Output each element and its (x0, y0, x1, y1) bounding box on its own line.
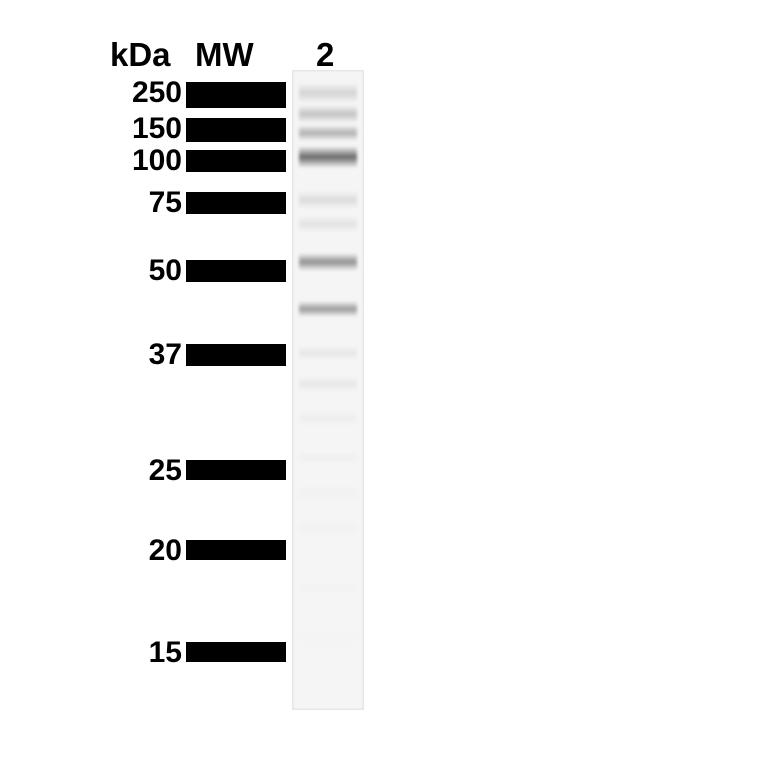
header-kda: kDa (110, 36, 171, 74)
sample-band (299, 83, 357, 103)
sample-band (299, 216, 357, 232)
mw-band-150 (186, 118, 286, 142)
sample-band (299, 631, 357, 645)
sample-band (299, 146, 357, 168)
sample-band (299, 581, 357, 595)
header-mw-column: MW (195, 36, 254, 74)
kda-label-20: 20 (149, 534, 182, 568)
sample-band (299, 253, 357, 271)
sample-band (299, 346, 357, 360)
kda-label-150: 150 (132, 112, 182, 146)
mw-band-37 (186, 344, 286, 366)
mw-band-20 (186, 540, 286, 560)
sample-band (299, 125, 357, 141)
sample-lane-2 (292, 70, 364, 710)
sample-band (299, 301, 357, 317)
mw-band-15 (186, 642, 286, 662)
mw-band-75 (186, 192, 286, 214)
sample-band (299, 521, 357, 535)
kda-label-250: 250 (132, 76, 182, 110)
kda-label-100: 100 (132, 144, 182, 178)
header-lane-2: 2 (316, 36, 334, 74)
sample-band (299, 451, 357, 465)
sample-band (299, 191, 357, 209)
mw-band-25 (186, 460, 286, 480)
sample-band (299, 411, 357, 425)
kda-label-75: 75 (149, 186, 182, 220)
sample-band (299, 486, 357, 500)
kda-label-37: 37 (149, 338, 182, 372)
sample-band (299, 376, 357, 392)
mw-band-250 (186, 82, 286, 108)
kda-label-15: 15 (149, 636, 182, 670)
sample-band (299, 105, 357, 123)
kda-label-25: 25 (149, 454, 182, 488)
mw-band-100 (186, 150, 286, 172)
blot-container: kDa MW 2 250150100 75 50 37 25 20 15 (0, 0, 764, 764)
kda-label-50: 50 (149, 254, 182, 288)
mw-band-50 (186, 260, 286, 282)
